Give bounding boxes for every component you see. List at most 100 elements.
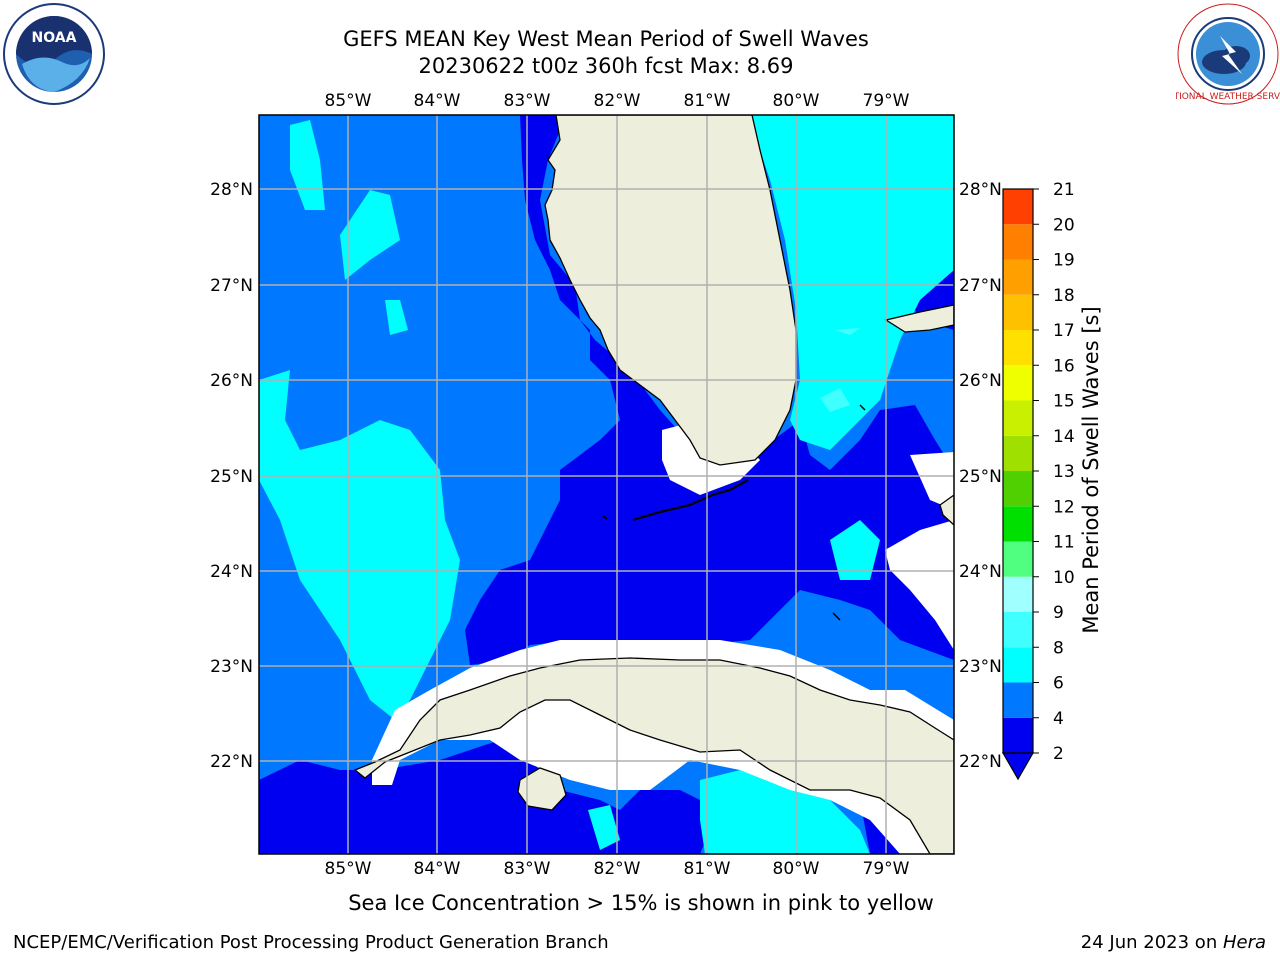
colorbar-tick-label: 10 [1053, 568, 1075, 588]
mask-east-bahamas [910, 452, 954, 510]
contour-6-8-west [259, 370, 460, 720]
credit-branch: NCEP/EMC/Verification Post Processing Pr… [13, 932, 609, 953]
colorbar-segment [1003, 330, 1033, 366]
lat-label-left: 23°N [210, 657, 253, 677]
lat-label-left: 22°N [210, 752, 253, 772]
chart-subtitle: 20230622 t00z 360h fcst Max: 8.69 [418, 54, 794, 78]
lat-label-right: 27°N [959, 276, 1002, 296]
colorbar-segment [1003, 506, 1033, 542]
credit-host: Hera [1222, 932, 1266, 953]
lat-label-left: 27°N [210, 276, 253, 296]
colorbar-tick-label: 14 [1053, 427, 1075, 447]
colorbar-extend-arrow [1001, 752, 1035, 781]
nws-logo-text: NATIONAL WEATHER SERVICE [1176, 92, 1280, 102]
colorbar-tick-label: 11 [1053, 533, 1075, 553]
credit-date: 24 Jun 2023 on Hera [1081, 932, 1266, 953]
colorbar-tick-label: 21 [1053, 180, 1075, 200]
map-fill-layer [259, 115, 954, 854]
contour-6-8-nw-1 [290, 120, 325, 210]
sea-ice-note: Sea Ice Concentration > 15% is shown in … [348, 891, 934, 915]
lon-label-top: 81°W [684, 91, 731, 111]
longitude-labels-bottom: 85°W 84°W 83°W 82°W 81°W 80°W 79°W [325, 859, 910, 879]
colorbar-segment [1003, 189, 1033, 225]
lon-label-bottom: 80°W [773, 859, 820, 879]
lon-label-bottom: 79°W [863, 859, 910, 879]
colorbar-segment [1003, 682, 1033, 718]
colorbar: 2 4 6 8 9 10 11 12 13 14 15 16 17 18 19 20 21 [1001, 180, 1075, 781]
colorbar-segment [1003, 259, 1033, 295]
contour-8-9-patch-2 [835, 328, 860, 335]
map-frame [258, 114, 955, 855]
colorbar-segment [1003, 400, 1033, 436]
colorbar-segment [1003, 717, 1033, 753]
lon-label-top: 85°W [325, 91, 372, 111]
colorbar-tick-label: 8 [1053, 638, 1064, 658]
contour-2-4-central [465, 115, 954, 665]
land-andros [832, 404, 866, 621]
land-bahamas-east [939, 494, 954, 526]
colorbar-tick-label: 4 [1053, 709, 1064, 729]
contour-6-8-south-small [588, 805, 620, 850]
colorbar-tick-label: 9 [1053, 603, 1064, 623]
colorbar-tick-label: 13 [1053, 462, 1075, 482]
mask-east-keys [885, 520, 954, 650]
colorbar-segment [1003, 647, 1033, 683]
land-cuba [353, 657, 954, 854]
lon-label-top: 83°W [504, 91, 551, 111]
latitude-labels-right: 28°N 27°N 26°N 25°N 24°N 23°N 22°N [959, 180, 1002, 772]
colorbar-tick-label: 15 [1053, 392, 1075, 412]
map-gridlines [259, 115, 954, 854]
lat-label-right: 23°N [959, 657, 1002, 677]
colorbar-segment [1003, 365, 1033, 401]
florida-keys [632, 479, 749, 522]
colorbar-segment [1003, 576, 1033, 612]
colorbar-tick-label: 20 [1053, 215, 1075, 235]
dry-tortugas [602, 515, 608, 520]
nws-logo: NATIONAL WEATHER SERVICE [1176, 3, 1280, 105]
lon-label-bottom: 83°W [504, 859, 551, 879]
lon-label-top: 79°W [863, 91, 910, 111]
contour-6-8-nw-3 [385, 300, 408, 335]
colorbar-segment [1003, 612, 1033, 648]
longitude-labels-top: 85°W 84°W 83°W 82°W 81°W 80°W 79°W [325, 91, 910, 111]
noaa-logo: NOAA [3, 3, 105, 105]
colorbar-label: Mean Period of Swell Waves [s] [1079, 306, 1103, 633]
lon-label-bottom: 85°W [325, 859, 372, 879]
contour-6-8-ne [752, 115, 954, 450]
latitude-labels-left: 28°N 27°N 26°N 25°N 24°N 23°N 22°N [210, 180, 253, 772]
colorbar-tick-label: 19 [1053, 251, 1075, 271]
lat-label-left: 24°N [210, 562, 253, 582]
contour-6-8-east [830, 520, 880, 580]
colorbar-tick-label: 12 [1053, 497, 1075, 517]
colorbar-segment [1003, 471, 1033, 507]
lon-label-bottom: 84°W [414, 859, 461, 879]
contour-6-8-south [700, 770, 870, 854]
colorbar-segment [1003, 435, 1033, 471]
colorbar-segment [1003, 294, 1033, 330]
credit-date-text: 24 Jun 2023 on [1080, 932, 1223, 953]
colorbar-segment [1003, 541, 1033, 577]
lat-label-left: 25°N [210, 467, 253, 487]
contour-6-8-nw-2 [340, 190, 400, 280]
lat-label-left: 28°N [210, 180, 253, 200]
lat-label-right: 22°N [959, 752, 1002, 772]
land-florida [544, 115, 797, 466]
colorbar-tick-label: 16 [1053, 356, 1075, 376]
colorbar-segment [1003, 224, 1033, 260]
lat-label-right: 28°N [959, 180, 1002, 200]
land-isla-juventud [517, 767, 567, 811]
noaa-logo-text: NOAA [32, 30, 77, 46]
lat-label-left: 26°N [210, 371, 253, 391]
lon-label-bottom: 82°W [594, 859, 641, 879]
lon-label-bottom: 81°W [684, 859, 731, 879]
lon-label-top: 82°W [594, 91, 641, 111]
lat-label-right: 24°N [959, 562, 1002, 582]
lat-label-right: 26°N [959, 371, 1002, 391]
contour-8-9-patch-1 [820, 388, 850, 412]
chart-title: GEFS MEAN Key West Mean Period of Swell … [343, 27, 869, 51]
lon-label-top: 80°W [773, 91, 820, 111]
lon-label-top: 84°W [414, 91, 461, 111]
colorbar-tick-label: 6 [1053, 674, 1064, 694]
land-bahamas-north [884, 304, 954, 333]
